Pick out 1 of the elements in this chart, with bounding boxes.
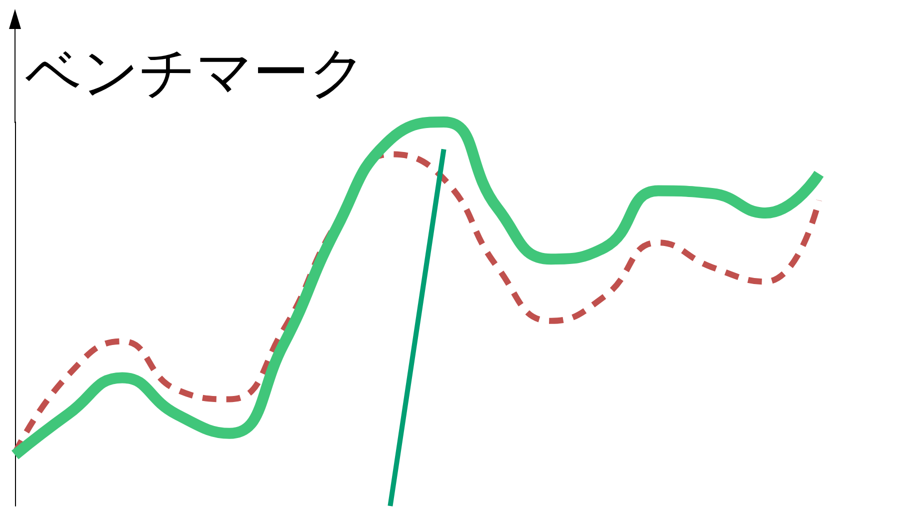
chart-title: ベンチマーク — [25, 40, 366, 106]
